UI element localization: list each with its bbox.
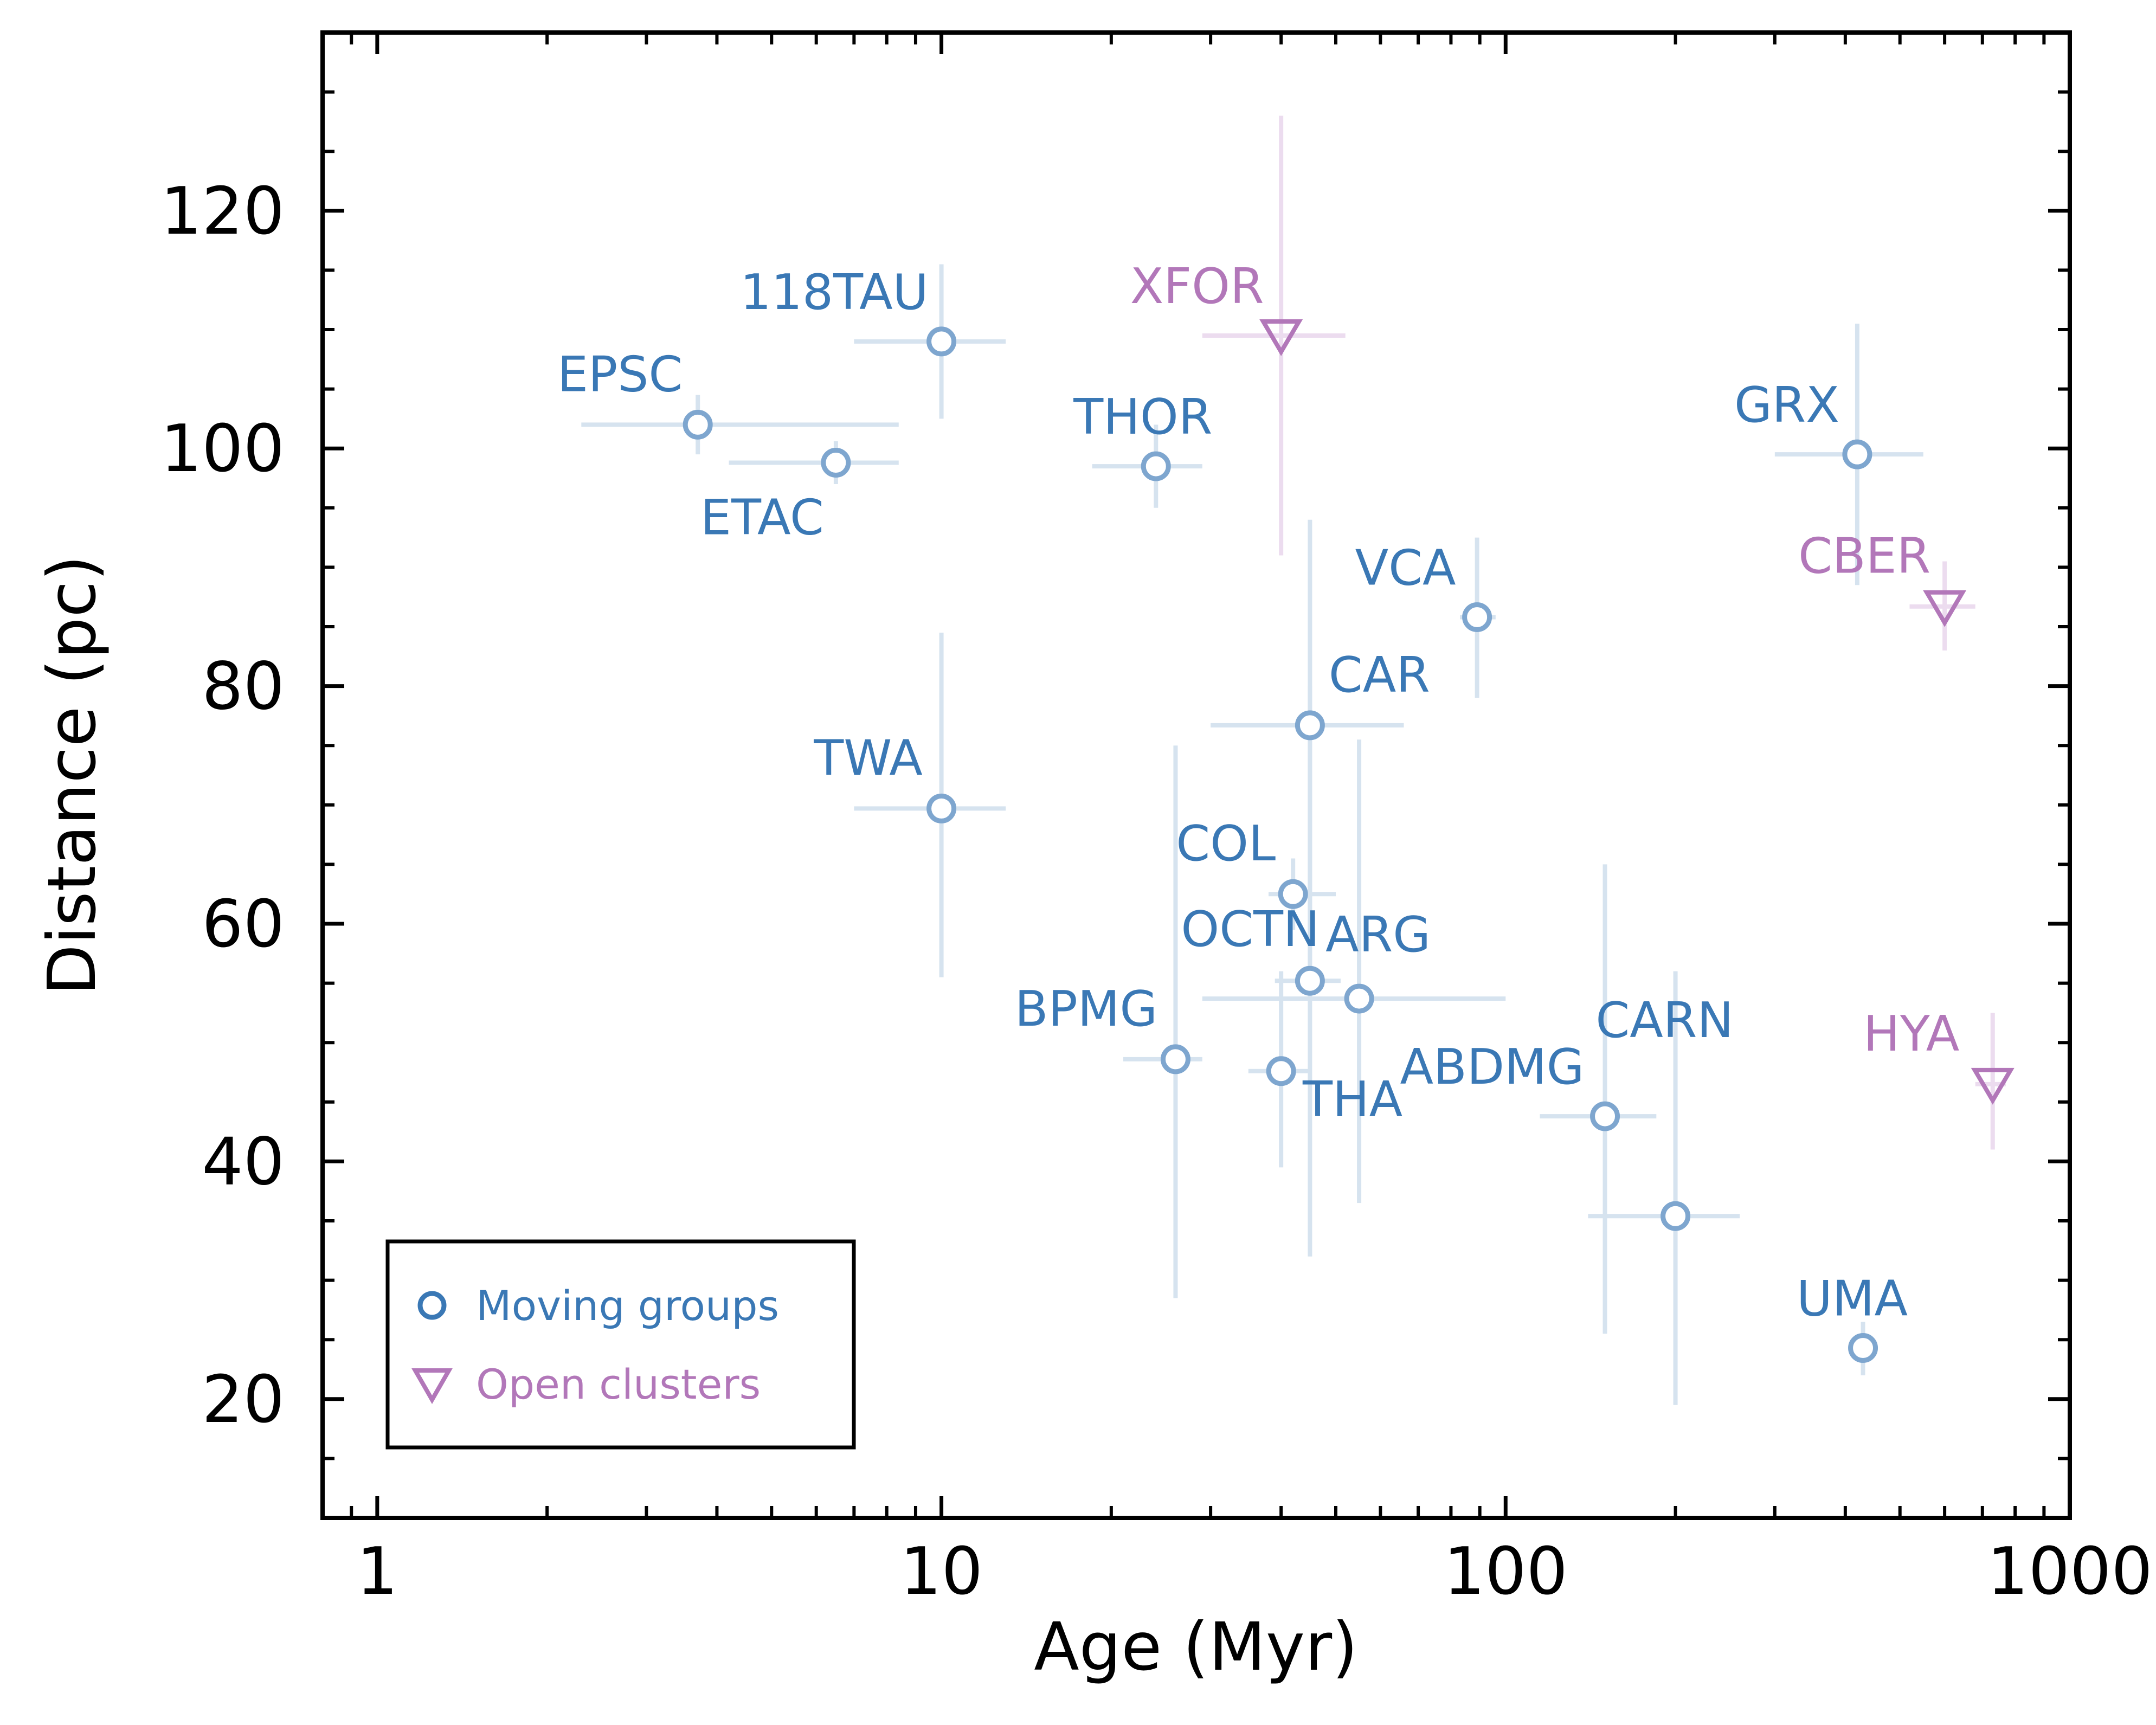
point-label-car: CAR xyxy=(1329,647,1430,704)
data-markers xyxy=(683,319,2015,1363)
marker-triangle-cber xyxy=(1923,590,1967,627)
marker-circle-col xyxy=(1278,879,1308,909)
legend-box xyxy=(385,1239,856,1450)
point-label-arg: ARG xyxy=(1325,906,1431,963)
x-tick-label: 100 xyxy=(1444,1534,1568,1610)
point-label-etac: ETAC xyxy=(700,490,824,546)
legend-moving-groups-label: Moving groups xyxy=(476,1282,779,1330)
marker-circle-tha xyxy=(1266,1056,1296,1086)
point-label-col: COL xyxy=(1176,815,1276,872)
marker-circle-118tau xyxy=(926,326,957,357)
point-label-carn: CARN xyxy=(1595,992,1733,1049)
legend-open-clusters-label: Open clusters xyxy=(476,1360,761,1408)
marker-circle-grx xyxy=(1842,439,1872,469)
marker-triangle-xfor xyxy=(1259,319,1303,356)
y-tick-label: 80 xyxy=(202,649,285,725)
point-label-uma: UMA xyxy=(1797,1271,1908,1328)
point-label-thor: THOR xyxy=(1073,389,1212,446)
marker-circle-abdmg xyxy=(1590,1101,1620,1131)
point-label-xfor: XFOR xyxy=(1130,258,1264,315)
marker-triangle-hya xyxy=(1971,1067,2015,1105)
y-tick-label: 20 xyxy=(202,1362,285,1438)
y-tick-label: 120 xyxy=(160,174,285,249)
marker-circle-octn xyxy=(1295,966,1325,996)
marker-circle-epsc xyxy=(683,409,713,440)
point-label-epsc: EPSC xyxy=(557,346,683,403)
x-tick-label: 1000 xyxy=(1987,1534,2152,1610)
y-axis-title: Distance (pc) xyxy=(34,555,111,995)
marker-circle-bpmg xyxy=(1160,1044,1190,1074)
marker-circle-car xyxy=(1295,710,1325,741)
legend-triangle-marker xyxy=(411,1368,453,1405)
x-axis-title: Age (Myr) xyxy=(1034,1608,1358,1685)
point-label-cber: CBER xyxy=(1798,528,1930,585)
y-tick-label: 100 xyxy=(160,411,285,487)
point-label-hya: HYA xyxy=(1863,1006,1959,1063)
marker-circle-etac xyxy=(821,448,851,478)
point-label-octn: OCTN xyxy=(1181,901,1320,958)
marker-circle-vca xyxy=(1462,602,1492,632)
x-tick-label: 10 xyxy=(900,1534,983,1610)
marker-circle-arg xyxy=(1344,983,1374,1014)
axis-ticks: 1 10 100 1000 20 40 60 80 100 120 xyxy=(160,33,2153,1610)
y-tick-label: 60 xyxy=(202,887,285,962)
marker-circle-twa xyxy=(926,793,957,823)
legend: Moving groups Open clusters xyxy=(385,1239,856,1450)
point-label-grx: GRX xyxy=(1734,377,1839,434)
y-tick-label: 40 xyxy=(202,1124,285,1200)
marker-circle-carn xyxy=(1661,1201,1691,1231)
plot-frame xyxy=(320,30,2072,1520)
marker-circle-uma xyxy=(1848,1333,1878,1363)
point-label-twa: TWA xyxy=(813,730,923,787)
point-label-118tau: 118TAU xyxy=(740,264,928,321)
legend-circle-marker xyxy=(417,1291,447,1320)
marker-circle-thor xyxy=(1141,451,1171,481)
point-labels: EPSC 118TAU ETAC THOR GRX VCA CAR TWA COL ARGOCTN… xyxy=(557,258,1959,1328)
x-tick-label: 1 xyxy=(357,1534,398,1610)
point-label-tha: THA xyxy=(1302,1071,1402,1128)
point-label-abdmg: ABDMG xyxy=(1400,1039,1585,1096)
point-label-bpmg: BPMG xyxy=(1015,981,1157,1038)
point-label-vca: VCA xyxy=(1355,539,1456,596)
